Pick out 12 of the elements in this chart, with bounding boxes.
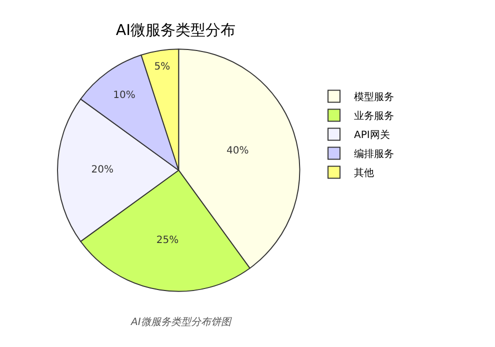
chart-title: AI微服务类型分布 — [116, 20, 236, 39]
legend-label: API网关 — [354, 129, 390, 142]
legend-label: 其他 — [354, 167, 374, 180]
legend-label: 编排服务 — [354, 148, 394, 160]
legend-label: 业务服务 — [354, 110, 394, 122]
text: AI微服务类型分布饼图 — [130, 316, 232, 328]
data-label: 40% — [226, 146, 249, 157]
data-label: 5% — [154, 61, 170, 72]
data-label: 20% — [91, 164, 114, 176]
legend-label: 模型服务 — [354, 91, 394, 104]
data-label: 10% — [113, 90, 136, 101]
data-label: 25% — [156, 234, 179, 246]
